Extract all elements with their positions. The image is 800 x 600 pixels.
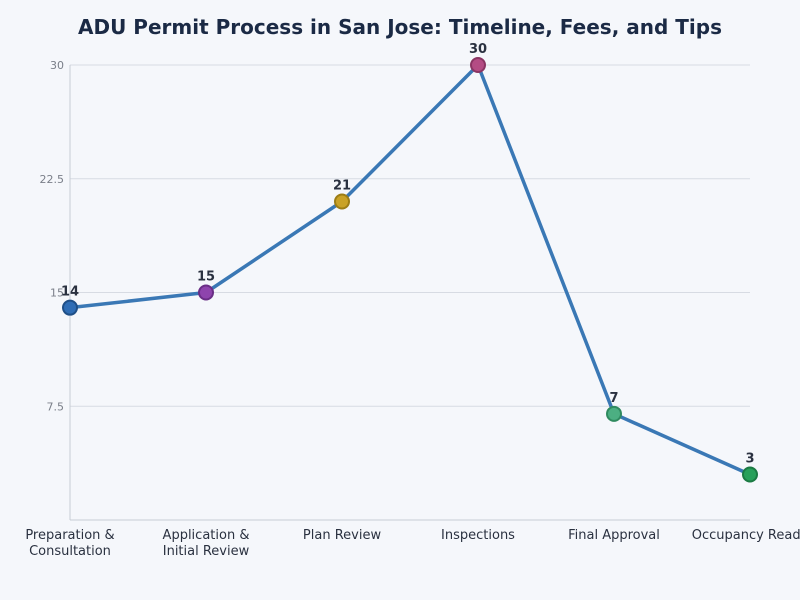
y-tick-label: 15 [50, 287, 64, 300]
series-line [68, 63, 752, 477]
y-tick-label: 22.5 [40, 173, 65, 186]
x-tick-label-line: Initial Review [163, 544, 250, 559]
x-tick-label: Final Approval [568, 528, 660, 543]
data-point [742, 466, 758, 483]
data-label: 21 [333, 179, 351, 194]
data-points [62, 57, 758, 483]
x-tick-label-line: Inspections [441, 528, 515, 543]
x-tick-label-line: Occupancy Ready [692, 528, 800, 543]
data-labels: 14 15 21 30 7 3 [61, 42, 755, 467]
x-tick-label: Inspections [441, 528, 515, 543]
x-tick-label: Preparation & Consultation [25, 528, 114, 559]
x-tick-label-line: Final Approval [568, 528, 660, 543]
y-tick-label: 7.5 [47, 400, 65, 413]
data-label: 14 [61, 285, 79, 300]
x-tick-label: Plan Review [303, 528, 382, 543]
x-tick-label: Application & Initial Review [163, 528, 250, 559]
data-label: 3 [745, 452, 754, 467]
x-tick-label-line: Preparation & [25, 528, 114, 543]
gridlines [70, 64, 750, 407]
x-tick-label-line: Consultation [29, 544, 111, 559]
x-tick-label-line: Plan Review [303, 528, 382, 543]
y-tick-label: 30 [50, 59, 64, 72]
series-line-group [68, 63, 752, 477]
chart-title: ADU Permit Process in San Jose: Timeline… [78, 15, 722, 39]
x-tick-label: Occupancy Ready [692, 528, 800, 543]
data-point [198, 284, 214, 301]
data-label: 15 [197, 270, 215, 285]
data-point [334, 193, 350, 210]
data-point [606, 405, 622, 422]
data-point [470, 57, 486, 73]
x-tick-label-line: Application & [163, 528, 250, 543]
data-label: 7 [609, 391, 618, 406]
data-label: 30 [469, 42, 487, 57]
y-tick-labels: 7.5 15 22.5 30 [40, 59, 65, 413]
data-point [62, 299, 78, 316]
axes [69, 65, 750, 521]
